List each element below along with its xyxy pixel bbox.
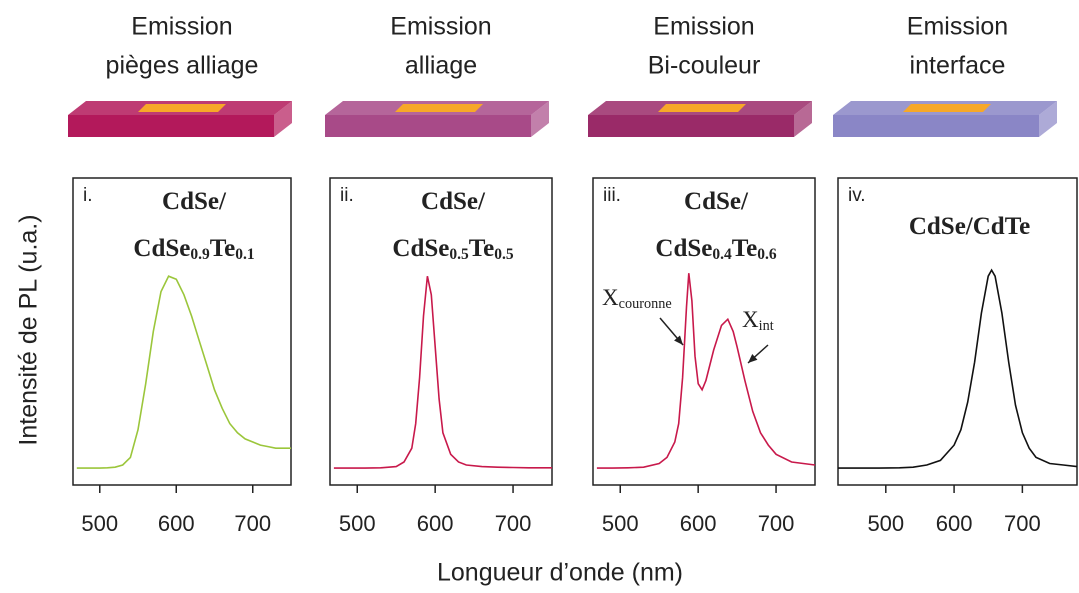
x-tick-label: 600 <box>417 511 454 536</box>
subscript: 0.4 <box>712 246 732 263</box>
subscript: 0.5 <box>494 246 514 263</box>
panel-header: Emission <box>907 13 1008 41</box>
text-part: Te <box>210 235 235 262</box>
x-tick-label: 600 <box>158 511 195 536</box>
annotation: Xcouronne <box>602 285 672 312</box>
text-part: X <box>602 285 619 310</box>
slab-front <box>68 115 274 137</box>
x-tick-label: 600 <box>936 511 973 536</box>
panel-header: Emission <box>131 13 232 41</box>
spectrum-line <box>838 268 1078 469</box>
panel-frame <box>329 177 553 486</box>
sample-name: CdSe0.5Te0.5 <box>392 235 513 263</box>
x-tick-label: 700 <box>234 511 271 536</box>
text-part: CdSe/ <box>421 188 486 215</box>
slab-side <box>794 101 812 137</box>
subscript: 0.6 <box>757 246 777 263</box>
subscript: 0.1 <box>235 246 254 263</box>
slab-core <box>903 104 991 112</box>
slab-side <box>1039 101 1057 137</box>
slab-front <box>833 115 1039 137</box>
x-tick-label: 700 <box>495 511 532 536</box>
panel-label: iv. <box>848 185 866 206</box>
slab-core <box>395 104 483 112</box>
sample-name: CdSe/ <box>684 188 749 215</box>
panel-label: i. <box>83 185 93 206</box>
panel-label: ii. <box>340 185 354 206</box>
panel-header: Bi-couleur <box>648 52 761 80</box>
spectrum-line <box>76 275 291 469</box>
panel-frame <box>72 177 292 486</box>
sample-name: CdSe/CdTe <box>909 213 1030 240</box>
panel-header: Emission <box>390 13 491 41</box>
slab-front <box>588 115 794 137</box>
text-part: CdSe <box>392 235 449 262</box>
text-part: CdSe <box>655 235 712 262</box>
slab-front <box>325 115 531 137</box>
panel-header: alliage <box>405 52 477 80</box>
sample-name: CdSe0.4Te0.6 <box>655 235 776 263</box>
subscript: couronne <box>619 296 672 312</box>
y-axis-label: Intensité de PL (u.a.) <box>15 214 43 445</box>
text-part: CdSe/CdTe <box>909 213 1030 240</box>
panel-header: Emission <box>653 13 754 41</box>
subscript: int <box>759 318 774 334</box>
subscript: 0.9 <box>190 246 210 263</box>
x-tick-label: 500 <box>339 511 376 536</box>
sample-name: CdSe0.9Te0.1 <box>133 235 254 263</box>
subscript: 0.5 <box>449 246 469 263</box>
panel-frame <box>837 177 1078 486</box>
sample-name: CdSe/ <box>421 188 486 215</box>
annotation: Xint <box>742 307 774 334</box>
slab-core <box>138 104 226 112</box>
panel-frame <box>592 177 816 486</box>
text-part: X <box>742 307 759 332</box>
panel-header: pièges alliage <box>106 52 259 80</box>
x-axis-label: Longueur d’onde (nm) <box>437 559 683 587</box>
spectrum-line <box>333 276 552 469</box>
x-tick-label: 600 <box>680 511 717 536</box>
text-part: Te <box>469 235 494 262</box>
text-part: CdSe/ <box>684 188 749 215</box>
spectrum-line <box>596 273 816 469</box>
slab-core <box>658 104 746 112</box>
panel-header: interface <box>910 52 1006 80</box>
x-tick-label: 500 <box>867 511 904 536</box>
x-tick-label: 700 <box>1004 511 1041 536</box>
x-tick-label: 500 <box>602 511 639 536</box>
text-part: CdSe/ <box>162 188 227 215</box>
x-tick-label: 700 <box>758 511 795 536</box>
sample-name: CdSe/ <box>162 188 227 215</box>
text-part: Te <box>732 235 757 262</box>
panel-label: iii. <box>603 185 621 206</box>
slab-side <box>531 101 549 137</box>
slab-side <box>274 101 292 137</box>
arrow-head <box>748 353 758 363</box>
arrow-head <box>674 335 683 345</box>
text-part: CdSe <box>133 235 190 262</box>
x-tick-label: 500 <box>81 511 118 536</box>
